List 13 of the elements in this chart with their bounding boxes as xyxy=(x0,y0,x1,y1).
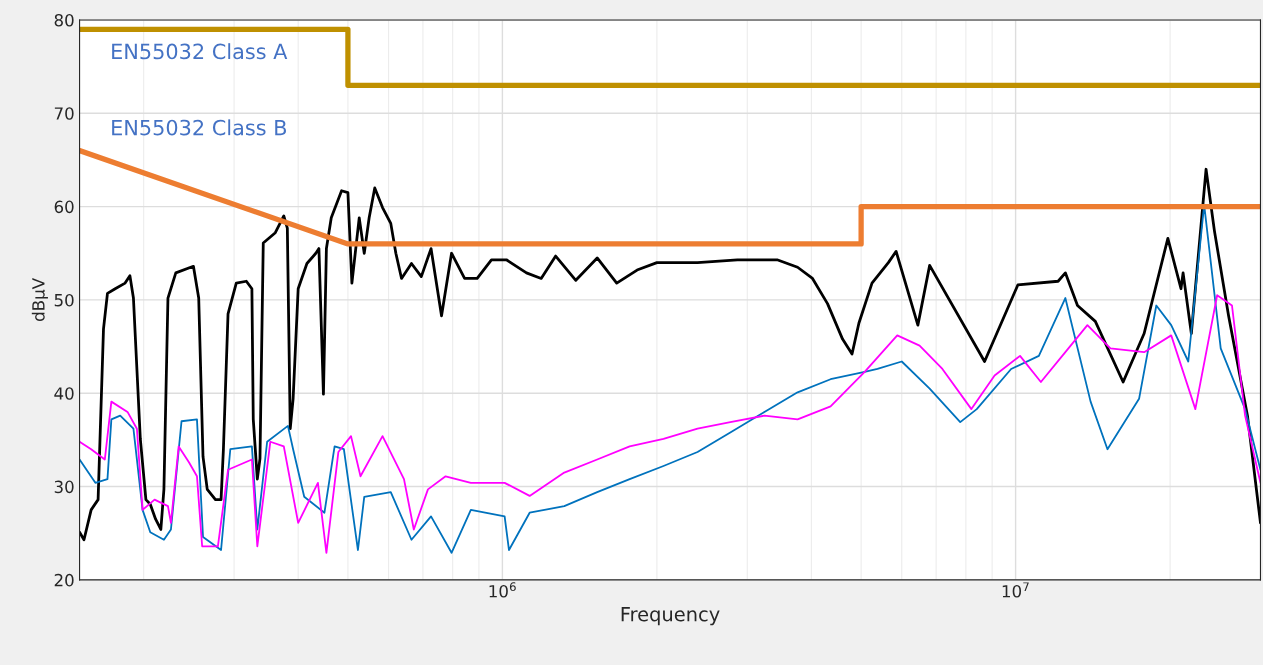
x-tick-label: 10$^{7}$ xyxy=(1002,582,1029,598)
y-tick-label: 80 xyxy=(54,13,74,27)
series-label: EN55032 Class A xyxy=(112,43,288,60)
y-tick-label: 60 xyxy=(54,200,74,214)
y-tick-label: 30 xyxy=(54,480,74,494)
y-axis-title: dBµV xyxy=(31,278,48,322)
x-tick-label: 10$^{6}$ xyxy=(489,582,516,598)
y-tick-label: 50 xyxy=(54,293,74,307)
y-tick-label: 70 xyxy=(54,107,74,120)
x-axis-title: Frequency xyxy=(621,607,720,626)
y-tick-label: 20 xyxy=(54,573,74,587)
y-tick-label: 40 xyxy=(54,387,74,400)
series-label: EN55032 Class B xyxy=(112,119,287,136)
